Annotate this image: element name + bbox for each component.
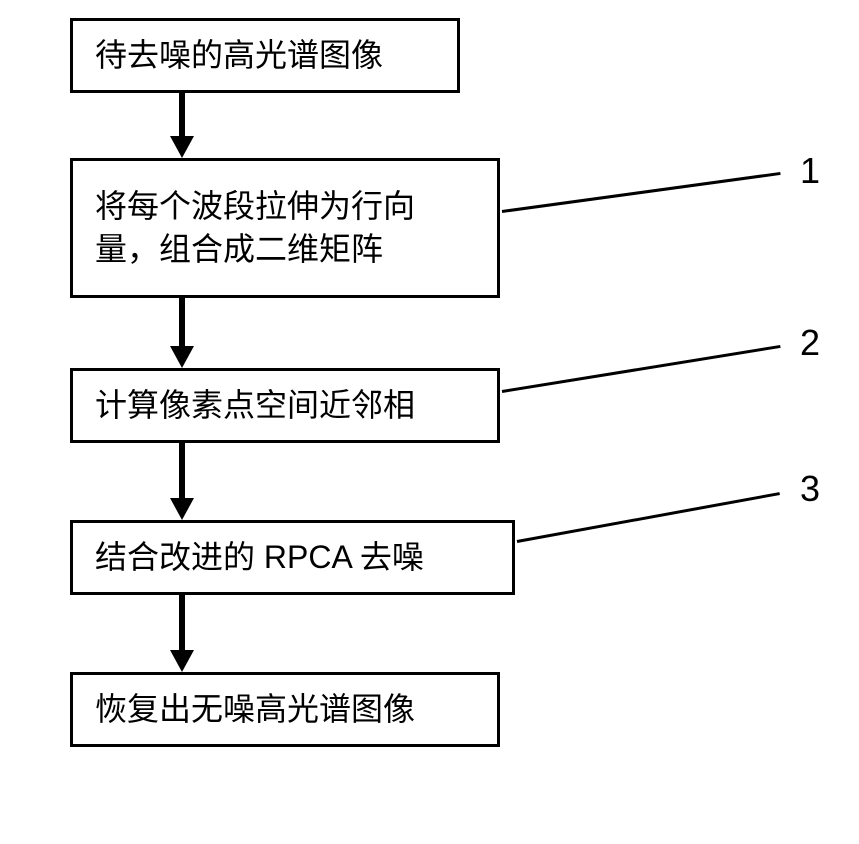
node-n1-text: 将每个波段拉伸为行向量，组合成二维矩阵 [95, 185, 475, 271]
node-n0-text: 待去噪的高光谱图像 [95, 34, 383, 77]
lead-line-3 [517, 492, 781, 543]
node-n4: 恢复出无噪高光谱图像 [70, 672, 500, 747]
step-label-3: 3 [800, 468, 820, 510]
node-n3: 结合改进的 RPCA 去噪 [70, 520, 515, 595]
node-n2: 计算像素点空间近邻相 [70, 368, 500, 443]
node-n2-text: 计算像素点空间近邻相 [95, 384, 415, 427]
step-label-2: 2 [800, 322, 820, 364]
node-n0: 待去噪的高光谱图像 [70, 18, 460, 93]
lead-line-2 [502, 345, 780, 393]
node-n1: 将每个波段拉伸为行向量，组合成二维矩阵 [70, 158, 500, 298]
flowchart-canvas: 待去噪的高光谱图像将每个波段拉伸为行向量，组合成二维矩阵计算像素点空间近邻相结合… [0, 0, 859, 844]
node-n3-text: 结合改进的 RPCA 去噪 [95, 536, 424, 579]
step-label-1: 1 [800, 150, 820, 192]
lead-line-1 [502, 172, 780, 213]
node-n4-text: 恢复出无噪高光谱图像 [95, 688, 415, 731]
